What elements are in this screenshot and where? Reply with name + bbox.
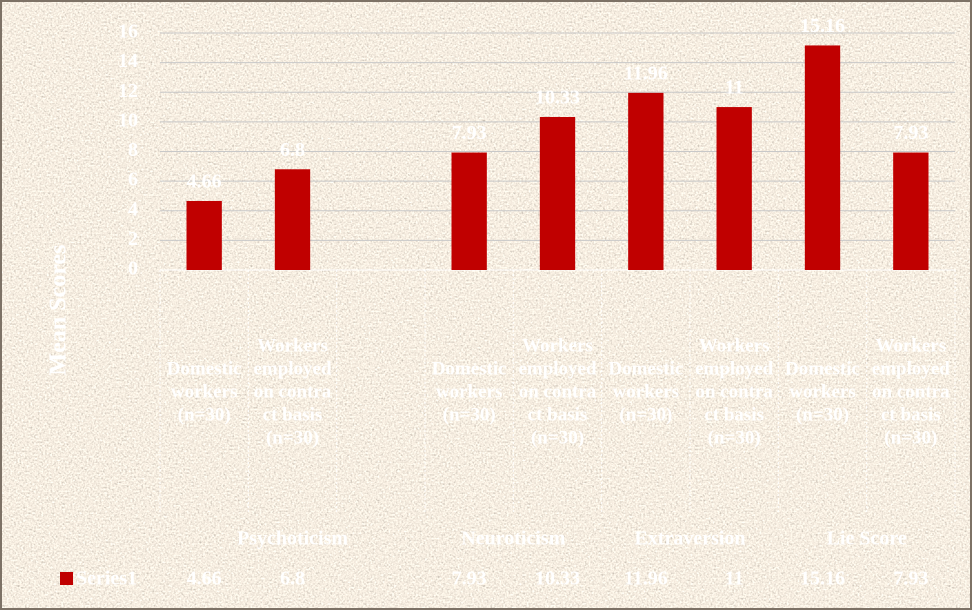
data-table-value: 4.66 <box>187 568 222 590</box>
y-tick-label: 10 <box>118 109 138 131</box>
data-label: 6.8 <box>280 139 305 161</box>
x-tick-label: Domestic workers (n=30) <box>166 358 242 426</box>
bar <box>539 116 576 270</box>
data-label: 7.93 <box>893 122 928 144</box>
data-label: 11 <box>725 77 744 99</box>
bar <box>274 169 311 270</box>
x-tick-label: Workers employed on contract basis (n=30… <box>695 335 774 449</box>
y-tick-label: 12 <box>118 80 138 102</box>
bar <box>716 107 752 270</box>
data-table-value: 7.93 <box>893 568 928 590</box>
data-label: 11.96 <box>624 62 668 84</box>
x-tick-label: Workers employed on contract basis (n=30… <box>253 335 332 449</box>
x-tick-label: Domestic workers (n=30) <box>608 358 684 426</box>
data-table-value: 6.8 <box>280 568 305 590</box>
group-label: Psychoticism <box>237 528 348 550</box>
y-axis-title: Mean Scores <box>46 245 72 376</box>
y-tick-label: 4 <box>128 198 138 220</box>
data-table-value: 10.33 <box>535 568 580 590</box>
y-tick-label: 8 <box>128 139 138 161</box>
bar <box>628 92 664 270</box>
data-label: 7.93 <box>452 122 487 144</box>
data-table-value: 11 <box>725 568 744 590</box>
group-label: Extraversion <box>634 528 745 550</box>
x-tick-label: Domestic workers (n=30) <box>431 358 507 426</box>
y-tick-label: 2 <box>128 228 138 250</box>
bar <box>893 152 929 270</box>
data-label: 10.33 <box>535 87 580 109</box>
legend-swatch <box>60 572 73 585</box>
bar <box>186 200 222 270</box>
y-tick-label: 14 <box>118 50 138 72</box>
data-table-value: 15.16 <box>800 568 845 590</box>
y-tick-label: 6 <box>128 169 138 191</box>
x-tick-label: Domestic workers (n=30) <box>785 358 860 426</box>
x-tick-label: Workers employed on contract basis (n=30… <box>518 335 597 449</box>
data-table-value: 7.93 <box>452 568 487 590</box>
y-tick-label: 16 <box>118 21 138 43</box>
legend-label: Series1 <box>76 568 137 590</box>
x-tick-label: Workers employed on contract basis (n=30… <box>871 335 950 449</box>
bar <box>804 45 841 270</box>
group-label: Lie Score <box>827 528 907 550</box>
bar <box>451 152 487 270</box>
data-table-value: 11.96 <box>624 568 668 590</box>
data-label: 4.66 <box>187 171 222 193</box>
group-label: Neuroticism <box>461 528 565 550</box>
y-tick-label: 0 <box>128 258 138 280</box>
data-label: 15.16 <box>800 15 845 37</box>
